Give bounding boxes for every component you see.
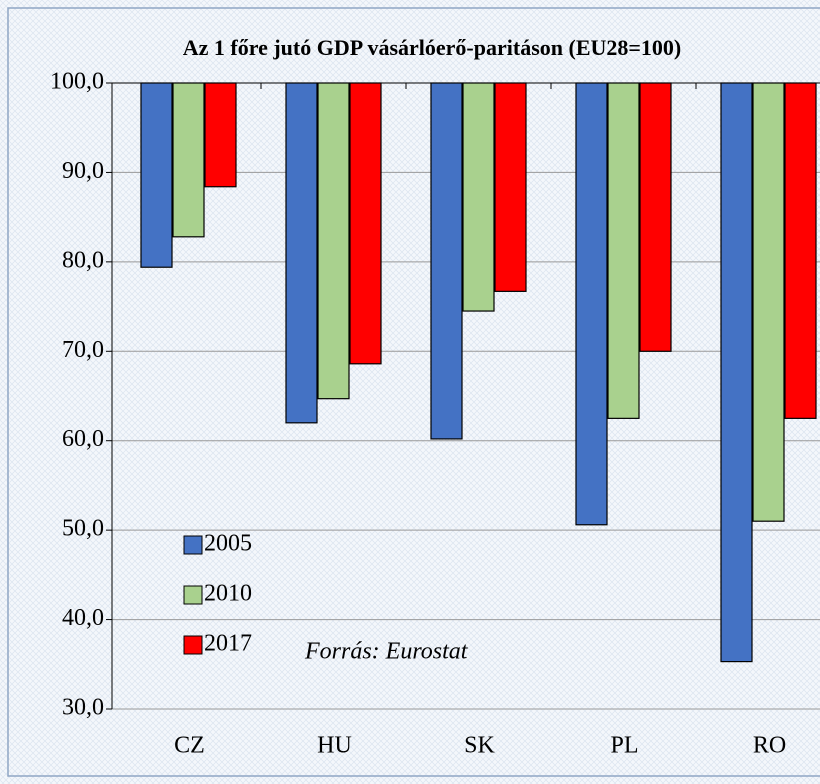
bar	[784, 82, 817, 419]
bar	[430, 82, 463, 440]
x-tick-label: SK	[464, 733, 495, 759]
y-tick-label: 50,0	[62, 516, 104, 542]
legend-label: 2017	[204, 631, 252, 657]
x-tick-label: CZ	[174, 733, 205, 759]
frame	[7, 7, 820, 777]
x-tick-label: PL	[610, 733, 638, 759]
y-tick-label: 100,0	[50, 69, 104, 95]
bar	[494, 82, 527, 292]
bar	[575, 82, 608, 526]
y-tick-label: 90,0	[62, 158, 104, 184]
bar	[140, 82, 173, 268]
bar	[349, 82, 382, 365]
legend-label: 2010	[204, 581, 252, 607]
y-tick-label: 40,0	[62, 605, 104, 631]
chart-title: Az 1 főre jutó GDP vásárlóerő-paritáson …	[183, 35, 682, 60]
y-tick-label: 30,0	[62, 695, 104, 721]
bar	[462, 82, 495, 312]
bar	[752, 82, 785, 522]
y-tick-label: 80,0	[62, 247, 104, 273]
bar	[285, 82, 318, 424]
y-tick-label: 70,0	[62, 337, 104, 363]
bar	[204, 82, 237, 188]
legend-swatch	[183, 585, 203, 605]
bar	[639, 82, 672, 352]
y-tick-label: 60,0	[62, 426, 104, 452]
bar	[720, 82, 753, 663]
legend-swatch	[183, 535, 203, 555]
x-tick-label: RO	[753, 733, 786, 759]
x-tick-label: HU	[317, 733, 352, 759]
annotation: Forrás: Eurostat	[304, 639, 469, 665]
bar	[317, 82, 350, 400]
legend-label: 2005	[204, 531, 252, 557]
bar	[607, 82, 640, 419]
legend-swatch	[183, 635, 203, 655]
bar	[172, 82, 205, 238]
